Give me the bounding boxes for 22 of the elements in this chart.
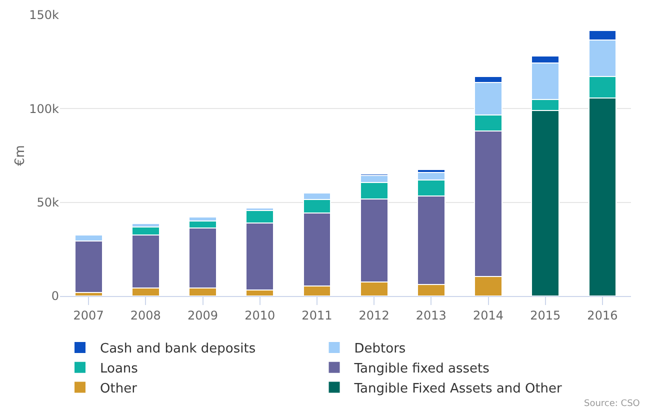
legend-label: Tangible Fixed Assets and Other <box>353 381 563 396</box>
y-tick-label: 0 <box>51 289 59 304</box>
y-tick-label: 150k <box>29 8 60 22</box>
legend-label: Loans <box>100 361 138 376</box>
y-tick-label: 100k <box>29 102 60 116</box>
x-tick-label: 2009 <box>187 308 218 322</box>
x-tick-label: 2014 <box>472 308 504 322</box>
legend-label: Cash and bank deposits <box>100 342 256 357</box>
legend-label: Tangible fixed assets <box>353 361 490 376</box>
y-axis-title: €m <box>13 145 28 166</box>
x-tick-label: 2011 <box>302 308 332 322</box>
legend-label: Other <box>100 381 138 396</box>
x-tick-label: 2013 <box>416 308 446 322</box>
x-tick-label: 2008 <box>130 308 161 322</box>
x-tick-label: 2007 <box>73 308 104 322</box>
source-note: Source: CSO <box>584 399 640 409</box>
y-tick-label: 50k <box>36 196 60 210</box>
x-tick-label: 2010 <box>244 308 276 322</box>
x-tick-label: 2012 <box>358 308 390 322</box>
x-tick-label: 2016 <box>587 308 618 322</box>
legend-label: Debtors <box>354 342 406 357</box>
x-tick-label: 2015 <box>530 308 561 322</box>
